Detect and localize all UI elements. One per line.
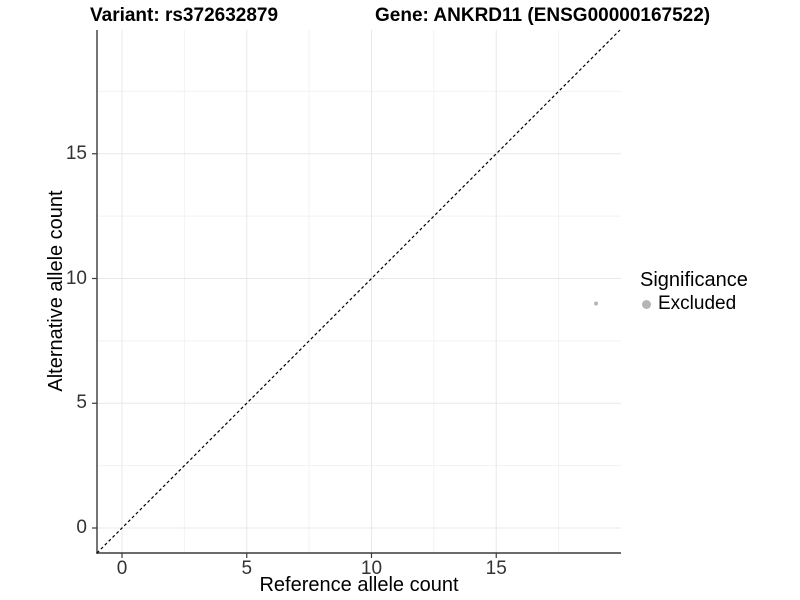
- y-tick-label: 10: [65, 267, 87, 289]
- legend-item-excluded: Excluded: [640, 293, 748, 315]
- legend-key-circle-icon: [642, 299, 651, 309]
- y-tick-label: 0: [76, 517, 87, 538]
- plot-title-gene: Gene: ANKRD11 (ENSG00000167522): [375, 5, 711, 26]
- y-tick-label: 15: [65, 142, 87, 164]
- data-point: [594, 301, 599, 306]
- y-tick-label: 5: [76, 392, 87, 414]
- x-tick-label: 0: [116, 558, 128, 579]
- legend: Significance Excluded: [640, 269, 748, 315]
- x-tick-label: 10: [360, 558, 383, 579]
- x-tick-label: 5: [241, 558, 253, 579]
- legend-item-label: Excluded: [658, 293, 737, 314]
- y-axis-title: Alternative allele count: [45, 190, 67, 392]
- x-axis-title: Reference allele count: [259, 574, 459, 596]
- identity-reference-line: [96, 29, 621, 554]
- x-tick-label: 15: [485, 558, 507, 579]
- plot-title-variant: Variant: rs372632879: [90, 5, 279, 26]
- legend-title: Significance: [640, 269, 748, 291]
